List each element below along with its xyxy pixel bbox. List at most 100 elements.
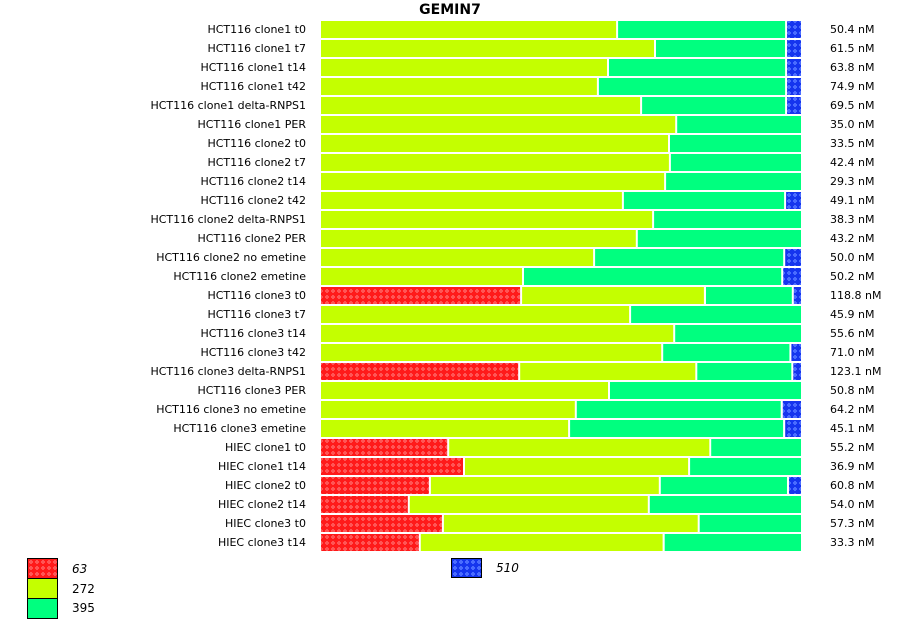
bar-segment-272 (321, 173, 665, 190)
bar-segment-395 (642, 97, 786, 114)
row-label: HCT116 clone3 no emetine (156, 403, 306, 416)
bar-segment-395 (666, 173, 801, 190)
bar-segment-63 (321, 363, 519, 380)
row-label: HCT116 clone2 t0 (207, 137, 306, 150)
bar-segment-395 (595, 249, 784, 266)
bar-segment-272 (321, 154, 669, 171)
bar-segment-395 (576, 401, 781, 418)
bar-segment-395 (663, 344, 790, 361)
bar-segment-510 (786, 192, 801, 209)
bar-segment-395 (570, 420, 784, 437)
bar-segment-272 (321, 306, 630, 323)
bar-segment-272 (420, 534, 663, 551)
row-label: HCT116 clone3 t14 (200, 327, 306, 340)
row-value: 69.5 nM (830, 99, 875, 112)
row-value: 71.0 nM (830, 346, 875, 359)
bar-segment-272 (522, 287, 704, 304)
legend-label-510: 510 (496, 561, 519, 575)
row-value: 57.3 nM (830, 517, 875, 530)
row-label: HIEC clone1 t14 (217, 460, 306, 473)
legend-swatch-510 (451, 558, 482, 578)
bar-segment-63 (321, 458, 463, 475)
legend-swatch-395 (27, 598, 58, 619)
legend-swatch-63 (27, 558, 58, 579)
row-value: 33.5 nM (830, 137, 875, 150)
bar-segment-510 (787, 78, 801, 95)
row-value: 55.6 nM (830, 327, 875, 340)
bar-segment-272 (321, 420, 569, 437)
row-label: HCT116 clone2 t14 (200, 175, 306, 188)
bar-segment-395 (706, 287, 792, 304)
bar-segment-395 (637, 230, 801, 247)
bar-segment-395 (660, 477, 787, 494)
legend-label-63: 63 (72, 562, 88, 576)
bar-segment-395 (670, 154, 801, 171)
row-value: 36.9 nM (830, 460, 875, 473)
bar-segment-272 (443, 515, 698, 532)
bar-segment-510 (793, 287, 801, 304)
bar-segment-272 (321, 344, 662, 361)
row-label: HCT116 clone2 emetine (173, 270, 306, 283)
bar-segment-510 (787, 40, 801, 57)
bar-segment-510 (787, 21, 801, 38)
row-label: HCT116 clone1 delta-RNPS1 (150, 99, 306, 112)
row-value: 50.0 nM (830, 251, 875, 264)
bar-segment-63 (321, 515, 442, 532)
row-value: 42.4 nM (830, 156, 875, 169)
legend-swatch-272 (27, 578, 58, 599)
bar-segment-395 (675, 325, 801, 342)
bar-segment-272 (321, 97, 641, 114)
bar-segment-272 (520, 363, 696, 380)
bar-segment-395 (656, 40, 785, 57)
row-value: 55.2 nM (830, 441, 875, 454)
row-label: HCT116 clone2 t7 (207, 156, 306, 169)
bar-segment-510 (793, 363, 801, 380)
row-label: HIEC clone3 t0 (224, 517, 306, 530)
row-label: HCT116 clone2 PER (197, 232, 306, 245)
row-value: 61.5 nM (830, 42, 875, 55)
bar-segment-510 (787, 97, 801, 114)
row-label: HIEC clone2 t0 (224, 479, 306, 492)
row-value: 74.9 nM (830, 80, 875, 93)
bar-segment-272 (321, 249, 594, 266)
bar-segment-272 (321, 116, 676, 133)
row-value: 50.4 nM (830, 23, 875, 36)
row-label: HCT116 clone2 t42 (200, 194, 306, 207)
row-value: 45.1 nM (830, 422, 875, 435)
bar-segment-272 (321, 211, 653, 228)
bar-segment-395 (524, 268, 782, 285)
bar-segment-395 (711, 439, 801, 456)
bar-segment-510 (785, 249, 801, 266)
bar-segment-395 (609, 59, 786, 76)
bar-segment-510 (782, 401, 801, 418)
bar-segment-510 (787, 59, 801, 76)
row-label: HCT116 clone3 PER (197, 384, 306, 397)
bar-segment-272 (321, 325, 674, 342)
bar-segment-395 (623, 192, 785, 209)
row-value: 50.8 nM (830, 384, 875, 397)
bar-segment-510 (783, 268, 801, 285)
bar-segment-272 (321, 268, 522, 285)
row-label: HCT116 clone3 delta-RNPS1 (150, 365, 306, 378)
row-label: HCT116 clone2 delta-RNPS1 (150, 213, 306, 226)
row-label: HCT116 clone1 t7 (207, 42, 306, 55)
row-label: HCT116 clone3 t7 (207, 308, 306, 321)
bar-segment-272 (321, 40, 654, 57)
bar-segment-63 (321, 287, 521, 304)
row-label: HCT116 clone1 t42 (200, 80, 306, 93)
row-value: 35.0 nM (830, 118, 875, 131)
row-label: HCT116 clone2 no emetine (156, 251, 306, 264)
row-value: 60.8 nM (830, 479, 875, 492)
row-label: HIEC clone3 t14 (217, 536, 306, 549)
row-value: 64.2 nM (830, 403, 875, 416)
bar-segment-272 (321, 192, 622, 209)
bar-segment-63 (321, 534, 419, 551)
bar-segment-395 (598, 78, 786, 95)
bar-segment-272 (449, 439, 710, 456)
row-value: 118.8 nM (830, 289, 882, 302)
row-value: 29.3 nM (830, 175, 875, 188)
bar-segment-395 (610, 382, 801, 399)
chart-title: GEMIN7 (419, 2, 481, 18)
bar-segment-510 (785, 420, 801, 437)
